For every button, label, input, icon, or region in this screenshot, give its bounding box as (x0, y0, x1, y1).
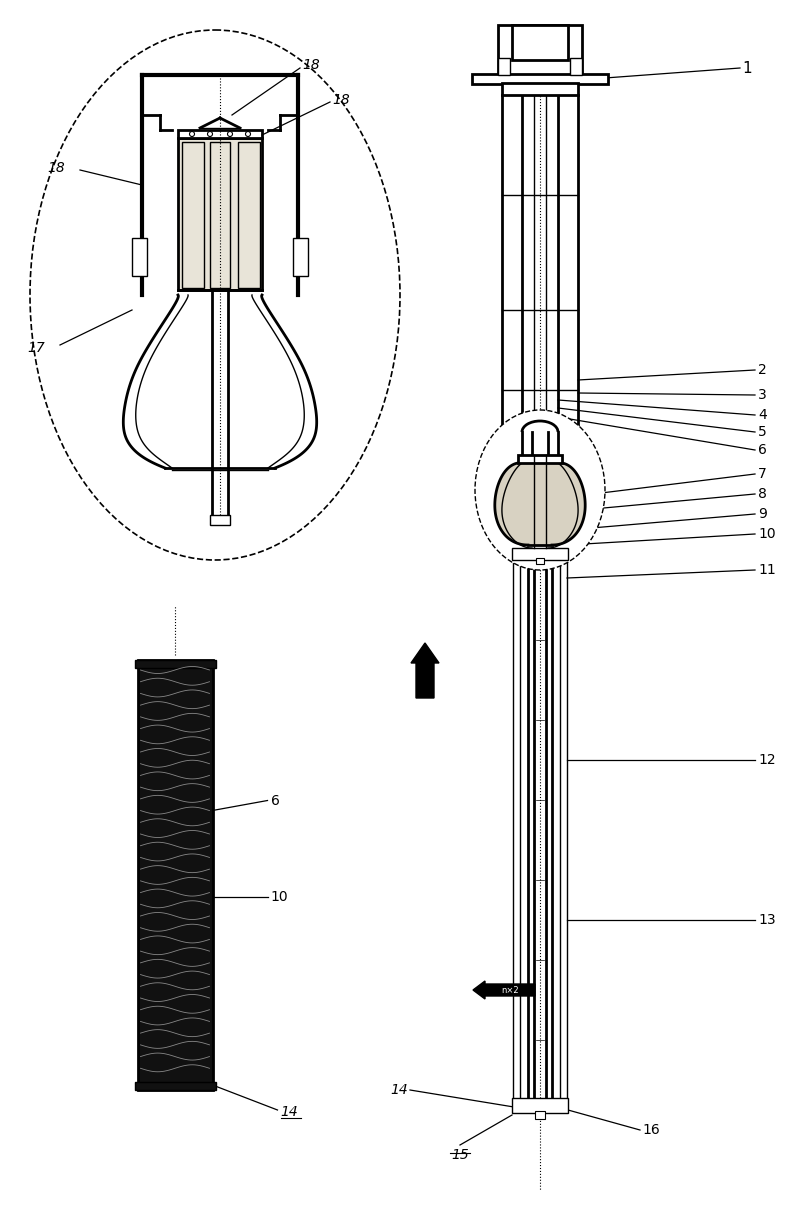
Circle shape (227, 132, 233, 137)
Ellipse shape (475, 410, 605, 570)
Circle shape (190, 132, 194, 137)
Text: 2: 2 (758, 363, 766, 377)
Bar (134, 1082, 215, 1090)
Text: 4: 4 (758, 408, 766, 423)
FancyArrow shape (473, 981, 535, 999)
Bar (178, 138, 262, 290)
Circle shape (246, 132, 250, 137)
Text: 13: 13 (758, 913, 776, 926)
Text: n×2: n×2 (501, 986, 519, 994)
Bar (518, 455, 562, 463)
Bar (512, 1098, 568, 1112)
Text: 18: 18 (47, 161, 65, 175)
Text: 9: 9 (758, 508, 767, 521)
Text: 6: 6 (758, 444, 767, 457)
Text: 3: 3 (758, 388, 766, 402)
FancyArrow shape (411, 643, 439, 699)
Bar (472, 74, 608, 84)
Bar (502, 83, 578, 95)
Bar (178, 131, 262, 138)
Bar (182, 142, 204, 288)
Bar (498, 25, 582, 75)
Circle shape (207, 132, 213, 137)
Text: 5: 5 (758, 425, 766, 439)
Bar (512, 25, 568, 60)
Bar (498, 58, 510, 75)
Bar (512, 548, 568, 561)
Text: 6: 6 (270, 793, 279, 807)
Text: 18: 18 (302, 58, 320, 71)
Text: 10: 10 (758, 527, 776, 541)
Text: 11: 11 (758, 563, 776, 577)
Text: 14: 14 (390, 1083, 408, 1096)
Text: 16: 16 (642, 1124, 660, 1137)
Text: 15: 15 (451, 1148, 469, 1162)
Bar (210, 142, 230, 288)
Text: 17: 17 (27, 341, 45, 355)
Polygon shape (495, 463, 585, 545)
Text: 1: 1 (742, 60, 752, 75)
Text: 18: 18 (332, 92, 350, 107)
Bar (238, 142, 260, 288)
Bar (134, 660, 215, 668)
Bar (570, 58, 582, 75)
Bar (536, 558, 544, 564)
Bar (535, 1111, 545, 1119)
Text: 12: 12 (758, 753, 776, 768)
Bar (293, 238, 308, 276)
Ellipse shape (30, 30, 400, 561)
Text: 14: 14 (281, 1105, 298, 1119)
Text: 8: 8 (758, 487, 767, 501)
Bar (132, 238, 147, 276)
Text: 7: 7 (758, 467, 766, 480)
Bar (138, 660, 213, 1090)
Bar (210, 515, 230, 525)
Text: 10: 10 (270, 890, 288, 903)
